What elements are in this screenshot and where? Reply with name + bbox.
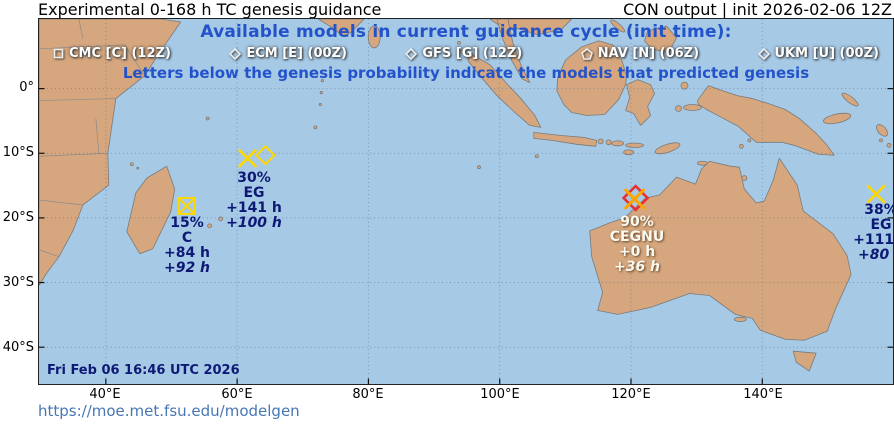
axis-ticks [39,88,893,384]
diamond-icon [229,47,242,60]
lat-label-10s: 10°S [2,145,34,160]
lon-label-120e: 120°E [611,387,651,402]
diamond-icon [757,47,770,60]
probability-label: 30% [237,170,271,186]
lead-time-label: +141 h [226,200,282,216]
diamond-icon [405,47,418,60]
models-label: EG [870,217,892,233]
pentagon-icon [580,47,593,60]
lon-label-80e: 80°E [352,387,384,402]
titlebar: Experimental 0-168 h TC genesis guidance… [0,0,894,19]
lon-label-100e: 100°E [480,387,520,402]
x-marker-icon [866,184,886,204]
square-icon [53,48,64,59]
diamond-marker-icon [255,144,276,166]
model-legend-item-ukm: UKM [U] (00Z) [757,46,879,61]
page-title: Experimental 0-168 h TC genesis guidance [38,0,382,19]
model-label: CMC [C] (12Z) [69,46,171,61]
legend-heading: Available models in current guidance cyc… [200,22,732,42]
models-label: EG [243,185,265,201]
probability-label: 38% [864,202,893,218]
map-canvas [39,19,893,384]
graticule [39,19,893,384]
lead-time-label: +84 h [163,245,211,261]
x-marker-icon [624,188,646,210]
model-label: GFS [G] (12Z) [422,46,523,61]
model-legend-row: CMC [C] (12Z) ECM [E] (00Z) GFS [G] (12Z… [53,46,879,61]
probability-label: 15% [170,215,204,231]
init-time-title: CON output | init 2026-02-06 12Z [623,0,892,19]
genesis-marker-38: 38% EG +111 h +80 h [821,202,894,263]
lat-label-30s: 30°S [2,275,34,290]
footer-url-link[interactable]: https://moe.met.fsu.edu/modelgen [38,402,300,420]
model-label: ECM [E] (00Z) [246,46,347,61]
island-madagascar [126,116,223,255]
x-marker-icon [238,148,257,168]
africa-borders [39,19,146,258]
lat-label-40s: 40°S [2,340,34,355]
lat-label-0: 0° [19,80,34,95]
genesis-marker-90: 90% CEGNU +0 h +36 h [577,215,697,275]
probability-label: 90% [620,214,654,230]
legend-subheading: Letters below the genesis probability in… [122,64,810,82]
model-legend-item-gfs: GFS [G] (12Z) [405,46,522,61]
valid-time-label: +92 h [163,260,211,276]
landmasses [39,19,892,372]
genesis-symbols [177,144,886,215]
southeast-asia [467,19,752,170]
model-legend-item-ecm: ECM [E] (00Z) [229,46,347,61]
continent-africa [39,19,182,286]
boxed-x-marker-icon [177,197,196,215]
model-legend-item-nav: NAV [N] (06Z) [580,46,700,61]
model-label: UKM [U] (00Z) [774,46,879,61]
model-legend-item-cmc: CMC [C] (12Z) [53,46,171,61]
lead-time-label: +0 h [618,244,656,260]
genesis-marker-30: 30% EG +141 h +100 h [194,171,314,231]
new-guinea [697,85,892,156]
lat-label-20s: 20°S [2,210,34,225]
model-label: NAV [N] (06Z) [597,46,700,61]
valid-time-label: +100 h [226,215,282,231]
lon-label-140e: 140°E [743,387,783,402]
lon-label-60e: 60°E [221,387,253,402]
genesis-marker-15: 15% C +84 h +92 h [127,216,247,276]
map-panel: Available models in current guidance cyc… [38,18,894,385]
lon-label-40e: 40°E [89,387,121,402]
valid-time-label: +36 h [613,259,661,275]
models-label: CEGNU [609,229,665,245]
lead-time-label: +111 h [853,232,894,248]
map-timestamp: Fri Feb 06 16:46 UTC 2026 [47,363,240,378]
models-label: C [181,230,193,246]
continent-australia [589,157,852,372]
india-sri-lanka [313,19,464,130]
valid-time-label: +80 h [857,247,893,263]
